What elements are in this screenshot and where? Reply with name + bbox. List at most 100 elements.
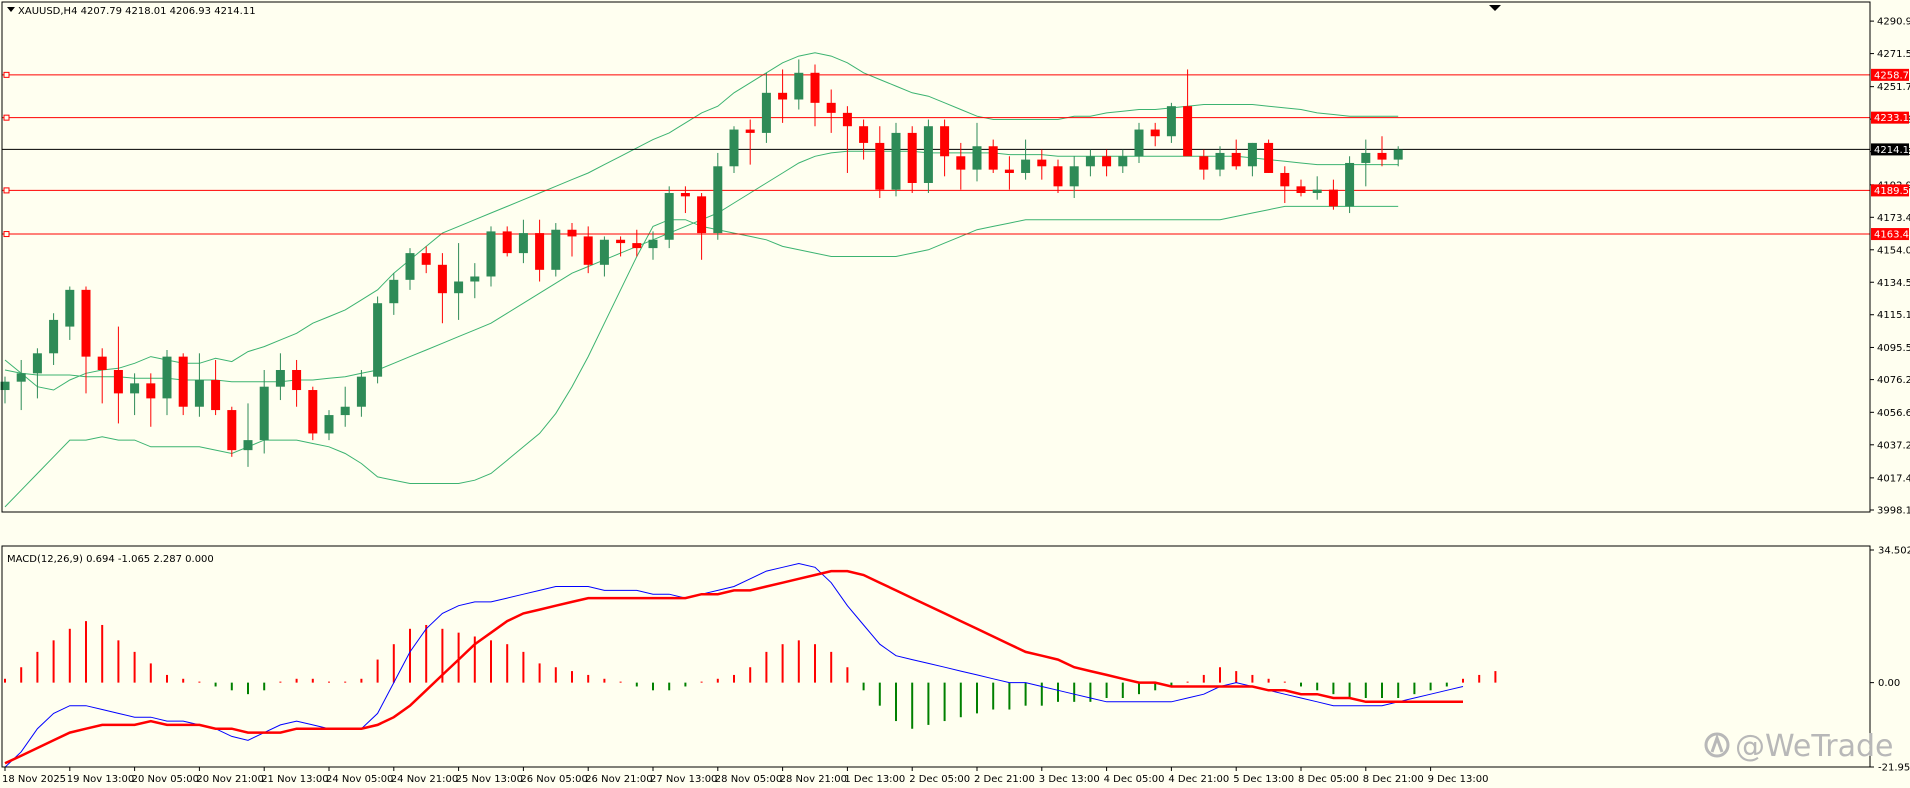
- candle-body[interactable]: [891, 132, 901, 190]
- candle-body[interactable]: [1215, 152, 1225, 170]
- candle-body[interactable]: [194, 380, 204, 407]
- candle-body[interactable]: [1134, 129, 1144, 157]
- candle-body[interactable]: [243, 440, 253, 451]
- candle-body[interactable]: [292, 369, 302, 391]
- price-level-handle[interactable]: [3, 71, 10, 78]
- candle-body[interactable]: [664, 193, 674, 240]
- candle-body[interactable]: [130, 383, 140, 394]
- candle-body[interactable]: [373, 303, 383, 377]
- candle-body[interactable]: [502, 231, 512, 254]
- candle-body[interactable]: [0, 381, 10, 391]
- candle-body[interactable]: [1085, 156, 1095, 167]
- candle-body[interactable]: [1377, 152, 1387, 160]
- candle-body[interactable]: [1004, 169, 1014, 173]
- candle-body[interactable]: [178, 356, 188, 407]
- candle-body[interactable]: [162, 356, 172, 399]
- candle-body[interactable]: [356, 376, 366, 407]
- candle-body[interactable]: [632, 243, 642, 249]
- candle-body[interactable]: [616, 239, 626, 244]
- candle-body[interactable]: [1183, 106, 1193, 157]
- candle-body[interactable]: [859, 126, 869, 143]
- candle-body[interactable]: [1053, 166, 1063, 187]
- candle-body[interactable]: [551, 229, 561, 270]
- price-level-handle[interactable]: [3, 231, 10, 238]
- candle-body[interactable]: [1264, 142, 1274, 173]
- candle-body[interactable]: [421, 253, 431, 265]
- candle-body[interactable]: [923, 126, 933, 183]
- candle-body[interactable]: [972, 146, 982, 170]
- candle-body[interactable]: [567, 229, 577, 237]
- candle-body[interactable]: [697, 196, 707, 234]
- candle-body[interactable]: [1393, 149, 1403, 160]
- candle-body[interactable]: [308, 390, 318, 434]
- candle-body[interactable]: [599, 239, 609, 265]
- candle-body[interactable]: [729, 129, 739, 167]
- candle-body[interactable]: [1037, 159, 1047, 167]
- candle-body[interactable]: [454, 281, 464, 294]
- candle-body[interactable]: [211, 380, 221, 411]
- candle-body[interactable]: [907, 132, 917, 183]
- candle-body[interactable]: [1361, 152, 1371, 163]
- candle-body[interactable]: [1312, 189, 1322, 194]
- candle-body[interactable]: [1280, 172, 1290, 187]
- candle-body[interactable]: [1199, 156, 1209, 170]
- candle-body[interactable]: [1296, 186, 1306, 194]
- price-panel[interactable]: 4290.954271.504251.704232.254212.804192.…: [0, 17, 1910, 517]
- x-tick-label: 20 Nov 05:00: [132, 774, 199, 785]
- candle-body[interactable]: [32, 353, 42, 374]
- candle-body[interactable]: [227, 410, 237, 451]
- candle-body[interactable]: [680, 193, 690, 197]
- candle-body[interactable]: [470, 276, 480, 282]
- price-level-handle[interactable]: [3, 187, 10, 194]
- candle-body[interactable]: [842, 112, 852, 127]
- shift-marker-icon[interactable]: [1489, 5, 1501, 11]
- panel-frames: [1, 1, 1871, 768]
- candle-body[interactable]: [583, 236, 593, 265]
- candle-body[interactable]: [745, 129, 755, 133]
- current-price-tag: [1871, 143, 1909, 156]
- candle-body[interactable]: [1328, 189, 1338, 207]
- candle-body[interactable]: [259, 386, 269, 441]
- bollinger-upper-line: [4, 52, 1399, 391]
- candle-body[interactable]: [956, 156, 966, 170]
- candle-body[interactable]: [97, 356, 107, 370]
- candle-body[interactable]: [389, 279, 399, 304]
- candle-body[interactable]: [1102, 156, 1112, 167]
- candle-body[interactable]: [535, 233, 545, 270]
- candle-body[interactable]: [65, 289, 75, 327]
- candle-body[interactable]: [437, 264, 447, 294]
- candle-body[interactable]: [713, 166, 723, 234]
- price-level-handle[interactable]: [3, 114, 10, 121]
- candle-body[interactable]: [275, 369, 285, 387]
- candle-body[interactable]: [113, 369, 123, 394]
- candle-body[interactable]: [49, 319, 59, 354]
- candle-body[interactable]: [826, 102, 836, 113]
- candle-body[interactable]: [648, 239, 658, 249]
- candle-body[interactable]: [1166, 106, 1176, 137]
- candle-body[interactable]: [761, 92, 771, 133]
- candle-body[interactable]: [1021, 159, 1031, 173]
- candle-body[interactable]: [81, 289, 91, 357]
- candle-body[interactable]: [1069, 166, 1079, 187]
- dropdown-arrow-icon[interactable]: [7, 7, 15, 12]
- candle-body[interactable]: [778, 92, 788, 100]
- candle-body[interactable]: [810, 72, 820, 103]
- candle-body[interactable]: [340, 406, 350, 416]
- candle-body[interactable]: [486, 231, 496, 277]
- candle-body[interactable]: [1345, 162, 1355, 207]
- candle-body[interactable]: [1231, 152, 1241, 167]
- candle-body[interactable]: [324, 415, 334, 434]
- candle-body[interactable]: [518, 233, 528, 254]
- candle-body[interactable]: [988, 146, 998, 170]
- candle-body[interactable]: [405, 253, 415, 280]
- candle-body[interactable]: [146, 383, 156, 399]
- candle-body[interactable]: [1150, 129, 1160, 137]
- candle-body[interactable]: [1247, 142, 1257, 167]
- candle-body[interactable]: [940, 126, 950, 157]
- candle-body[interactable]: [794, 72, 804, 100]
- candle-body[interactable]: [875, 142, 885, 190]
- candle-body[interactable]: [16, 373, 26, 382]
- candle-body[interactable]: [1118, 156, 1128, 167]
